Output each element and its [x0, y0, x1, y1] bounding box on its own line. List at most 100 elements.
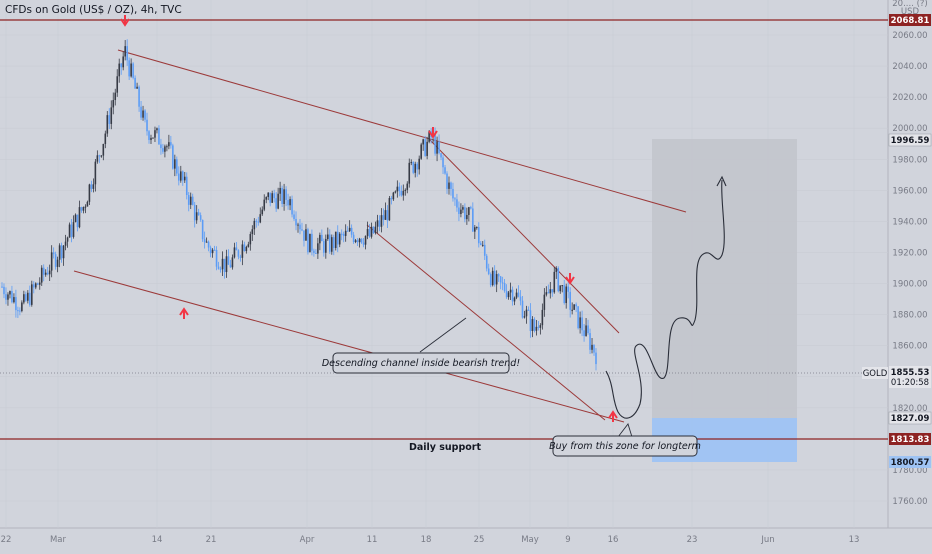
price-tick-label: 1860.00 [892, 342, 927, 352]
candle-body [402, 190, 405, 196]
candle-body [289, 199, 291, 206]
candle-body [384, 210, 387, 220]
inner-channel-lower-line[interactable] [366, 224, 606, 421]
candle-body [354, 240, 357, 242]
candle-body [40, 267, 43, 283]
time-tick-label: 25 [474, 535, 485, 545]
candle-body [370, 226, 373, 237]
svg-text:GOLD: GOLD [863, 369, 888, 379]
channel-upper-line[interactable] [117, 49, 687, 213]
candle-body [501, 282, 504, 284]
candle-body [575, 304, 577, 307]
candle-body [66, 237, 69, 242]
svg-text:01:20:58: 01:20:58 [891, 378, 929, 388]
axis-currency: USD [901, 7, 920, 17]
candle-body [291, 199, 293, 215]
candle-body [527, 309, 530, 311]
candle-body [503, 283, 506, 291]
candle-body [136, 86, 138, 89]
candle-body [96, 155, 99, 162]
candle-body [30, 284, 33, 305]
candle-body [495, 274, 498, 285]
candle-body [1, 286, 3, 288]
candle-body [519, 296, 522, 301]
price-axis-ticks: 2060.00 2040.00 2020.00 2000.00 1980.00 1960.… [892, 31, 927, 507]
candle-body [271, 193, 273, 203]
candle-body [346, 230, 349, 232]
candle-body [7, 294, 9, 300]
stop-price-tag[interactable]: 1800.57 [889, 456, 931, 468]
price-tick-label: 1900.00 [892, 280, 927, 290]
candle-body [569, 291, 571, 310]
candle-body [456, 199, 458, 208]
candle-body [301, 229, 303, 231]
candle-body [114, 92, 117, 101]
candle-body [537, 326, 540, 328]
candle-body [386, 210, 389, 221]
candle-body [366, 229, 369, 236]
tp-price-tag[interactable]: 1996.59 [888, 133, 932, 147]
candle-body [32, 284, 35, 288]
candle-body [273, 193, 275, 199]
candle-body [481, 244, 484, 246]
candle-body [307, 229, 309, 253]
channel-note-box[interactable] [332, 352, 510, 374]
candle-body [84, 206, 87, 208]
candle-body [243, 244, 246, 252]
chart-title: CFDs on Gold (US$ / OZ), 4h, TVC [5, 4, 182, 16]
channel-lower-line[interactable] [73, 270, 625, 423]
candle-body [237, 250, 240, 257]
candle-body [565, 286, 568, 304]
candle-body [76, 214, 79, 228]
candle-body [420, 144, 422, 159]
candle-body [82, 207, 85, 211]
projection-path [605, 179, 725, 419]
candle-body [138, 86, 140, 107]
candle-body [476, 227, 478, 229]
buy-note-pointer [617, 423, 633, 438]
candle-body [221, 258, 224, 270]
candle-body [493, 270, 496, 285]
resistance-price-tag[interactable]: 2068.81 [889, 14, 931, 26]
candle-body [436, 141, 438, 154]
inner-channel-upper-line[interactable] [428, 138, 620, 334]
candle-body [168, 142, 170, 147]
price-tick-label: 1880.00 [892, 311, 927, 321]
time-tick-label: Jun [760, 535, 774, 545]
candle-body [583, 330, 585, 337]
candle-body [491, 270, 494, 286]
candle-body [225, 256, 228, 273]
candle-body [342, 233, 345, 236]
support-price-tag[interactable]: 1813.83 [889, 433, 931, 445]
candle-body [535, 326, 538, 331]
candle-body [154, 130, 156, 138]
candle-body [388, 198, 391, 221]
buy-note-box[interactable] [552, 435, 698, 457]
last-price-tag[interactable]: 1855.53 01:20:58 [889, 366, 931, 388]
candle-body [450, 182, 452, 189]
candle-body [350, 227, 353, 235]
candle-body [338, 233, 341, 245]
candle-body [579, 317, 581, 329]
candle-body [547, 292, 550, 294]
channel-note-pointer [419, 317, 467, 353]
candle-body [434, 133, 436, 154]
candle-body [595, 352, 597, 365]
candle-body [104, 133, 107, 144]
price-tick-label: 1920.00 [892, 248, 927, 258]
candle-body [92, 184, 95, 189]
entry-price-tag[interactable]: 1827.09 [888, 411, 932, 425]
candle-body [80, 207, 83, 211]
gold-symbol-tag[interactable]: GOLD [862, 367, 888, 379]
candle-body [88, 184, 91, 202]
svg-text:1855.53: 1855.53 [891, 368, 930, 378]
candle-body [213, 249, 216, 251]
candle-body [549, 289, 552, 294]
candle-body [458, 207, 460, 214]
candle-body [128, 60, 130, 77]
candle-body [205, 241, 208, 243]
candle-body [152, 137, 154, 139]
price-tick-label: 1760.00 [892, 497, 927, 507]
